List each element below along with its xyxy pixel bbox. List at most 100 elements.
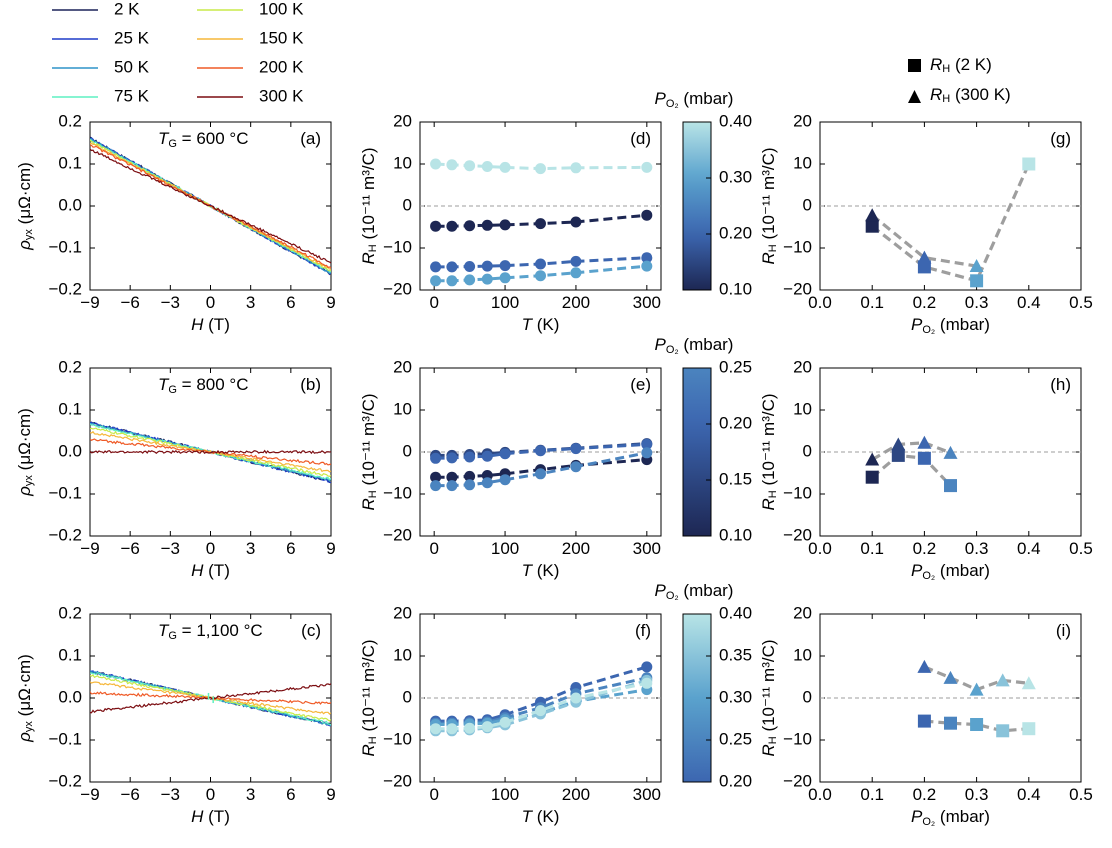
data-point xyxy=(641,661,653,673)
x-tick-label: −3 xyxy=(161,539,180,558)
legend-triangle-label: RH (300 K) xyxy=(930,85,1011,104)
data-point xyxy=(570,216,582,228)
x-tick-label: 0.3 xyxy=(965,539,989,558)
data-point xyxy=(430,723,442,735)
legend-label-50K: 50 K xyxy=(114,57,150,76)
data-point xyxy=(570,443,582,455)
y-tick-label: −20 xyxy=(783,771,812,790)
marker-legend: RH (2 K) RH (300 K) xyxy=(908,55,1011,105)
data-point xyxy=(641,438,653,450)
trend-line-triangle xyxy=(871,213,977,268)
x-tick-label: 9 xyxy=(326,293,335,312)
data-point xyxy=(481,721,493,733)
x-tick-label: −9 xyxy=(80,293,99,312)
y-tick-label: −20 xyxy=(383,279,412,298)
y-tick-label: 20 xyxy=(793,603,812,622)
triangle-marker xyxy=(995,673,1010,687)
panel-label-i: (i) xyxy=(1056,621,1071,640)
data-point xyxy=(535,270,546,282)
data-point xyxy=(499,161,511,173)
x-tick-label: −6 xyxy=(120,539,139,558)
data-point xyxy=(481,260,493,272)
data-point xyxy=(430,471,442,483)
legend-label-2K: 2 K xyxy=(114,0,140,18)
x-tick-label: −6 xyxy=(120,785,139,804)
y-tick-label: 20 xyxy=(393,357,412,376)
panels: −9 −6 −3 0 3 6 9 0.2 0.1 0.0 −0.1 −0.2 H (T) ρyx (μΩ·… xyxy=(15,89,1092,828)
growth-temperature-annotation: TG = 800 °C xyxy=(158,375,249,396)
panel-label-c: (c) xyxy=(301,621,321,640)
triangle-marker xyxy=(865,452,880,466)
square-marker xyxy=(1022,157,1036,171)
data-point xyxy=(430,452,442,464)
y-tick-label: 20 xyxy=(793,111,812,130)
data-point xyxy=(570,162,582,174)
y-tick-label: 0.1 xyxy=(58,645,82,664)
x-tick-label: 200 xyxy=(562,785,590,804)
x-tick-label: 0.4 xyxy=(1017,539,1041,558)
square-marker xyxy=(865,470,879,484)
y-axis-label: RH (10⁻¹¹ m³/C) xyxy=(759,147,778,264)
data-point xyxy=(446,452,458,464)
data-point xyxy=(641,161,653,173)
series-line-300K xyxy=(90,449,331,455)
y-tick-label: 0.1 xyxy=(58,153,82,172)
colorbar-tick-label: 0.25 xyxy=(719,357,752,376)
panel-b: −9 −6 −3 0 3 6 9 0.2 0.1 0.0 −0.1 −0.2 H (T) ρyx (μΩ·… xyxy=(15,357,335,580)
x-tick-label: 200 xyxy=(562,293,590,312)
panel-label-d: (d) xyxy=(630,129,651,148)
triangle-marker xyxy=(1021,676,1036,690)
y-tick-label: −0.1 xyxy=(48,483,82,502)
plot-area xyxy=(420,438,661,492)
data-point xyxy=(499,474,511,486)
square-marker xyxy=(917,451,931,465)
square-marker xyxy=(891,448,905,462)
plot-area xyxy=(90,136,331,276)
y-tick-label: −10 xyxy=(383,729,412,748)
x-tick-label: 0.3 xyxy=(965,785,989,804)
y-tick-label: 0.2 xyxy=(58,357,82,376)
data-point xyxy=(430,480,442,492)
y-tick-label: 0.2 xyxy=(58,603,82,622)
legend-label-300K: 300 K xyxy=(259,86,304,105)
x-tick-label: 0.1 xyxy=(860,539,884,558)
trend-line-square xyxy=(871,163,1031,283)
y-tick-label: 20 xyxy=(793,357,812,376)
data-point xyxy=(481,450,493,462)
colorbar-tick-label: 0.20 xyxy=(719,223,752,242)
x-tick-label: −9 xyxy=(80,785,99,804)
y-axis-label: RH (10⁻¹¹ m³/C) xyxy=(359,147,378,264)
data-point xyxy=(641,252,653,264)
data-point xyxy=(464,220,476,232)
trend-line-square xyxy=(924,719,1029,733)
y-tick-label: −10 xyxy=(783,237,812,256)
data-point xyxy=(446,220,458,232)
data-point xyxy=(464,160,476,172)
panel-a: −9 −6 −3 0 3 6 9 0.2 0.1 0.0 −0.1 −0.2 H (T) ρyx (μΩ·… xyxy=(15,111,335,334)
y-tick-label: −0.2 xyxy=(48,279,82,298)
x-axis-label: H (T) xyxy=(191,561,230,580)
colorbar-tick-label: 0.25 xyxy=(719,729,752,748)
y-axis-label: ρyx (μΩ·cm) xyxy=(15,162,34,251)
y-tick-label: 10 xyxy=(393,153,412,172)
x-tick-label: 100 xyxy=(491,539,519,558)
series-line-300K xyxy=(90,148,331,264)
data-point xyxy=(570,461,582,473)
x-axis-label: T (K) xyxy=(522,315,560,334)
x-tick-label: 0 xyxy=(206,539,215,558)
y-tick-label: 20 xyxy=(393,603,412,622)
colorbar-tick-label: 0.15 xyxy=(719,469,752,488)
colorbar-tick-label: 0.40 xyxy=(719,603,752,622)
data-point xyxy=(570,692,582,704)
triangle-marker xyxy=(917,659,932,673)
x-tick-label: 3 xyxy=(246,293,255,312)
x-tick-label: 0.2 xyxy=(913,785,937,804)
x-tick-label: 300 xyxy=(633,293,661,312)
square-marker xyxy=(944,716,957,730)
y-tick-label: 0 xyxy=(803,687,812,706)
y-tick-label: 0.0 xyxy=(58,195,82,214)
square-marker xyxy=(865,219,879,233)
x-tick-label: 0.4 xyxy=(1017,293,1041,312)
y-tick-label: −10 xyxy=(383,483,412,502)
